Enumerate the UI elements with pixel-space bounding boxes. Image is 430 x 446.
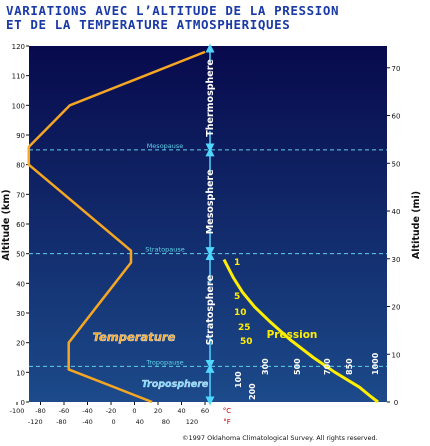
chart-title-line-2: ET DE LA TEMPERATURE ATMOSPHERIQUES [6,17,291,32]
y-tick-label-km: 70 [16,191,25,199]
y-tick-label-mi: 70 [392,65,401,73]
x-tick-label-fahrenheit: 80 [162,418,170,426]
y-tick-label-mi: 40 [392,208,401,216]
x-tick-label-celsius: 20 [154,407,162,415]
pressure-value-label: 850 [345,358,354,375]
x-tick-label-fahrenheit: 0 [112,418,116,426]
y-tick-label-mi: 10 [392,351,401,359]
y-tick-label-mi: 50 [392,160,401,168]
x-tick-label-celsius: -20 [106,407,117,415]
x-axis-unit-celsius: °C [223,407,232,415]
x-tick-label-celsius: -40 [82,407,93,415]
pause-label: Tropopause [145,358,183,366]
pressure-curve [222,258,379,404]
pressure-value-label: 500 [293,358,302,375]
pressure-value-label: 700 [323,358,332,375]
x-tick-label-fahrenheit: -80 [56,418,67,426]
chart-title-line-1: VARIATIONS AVEC L’ALTITUDE DE LA PRESSIO… [6,3,340,18]
x-tick-label-celsius: -100 [10,407,25,415]
x-tick-label-celsius: 40 [177,407,185,415]
x-tick-label-celsius: 60 [201,407,209,415]
x-tick-label-fahrenheit: 120 [186,418,198,426]
x-tick-label-fahrenheit: 40 [136,418,144,426]
pause-label: Stratopause [145,246,184,254]
pressure-label: Pression [267,329,318,341]
y-tick-label-mi: 30 [392,256,401,264]
x-tick-label-celsius: 0 [132,407,136,415]
pressure-value-label: 100 [234,371,243,388]
pressure-value-label: 10 [234,308,247,318]
y-tick-label-mi: 60 [392,113,401,121]
y-tick-label-km: 0 [21,399,25,407]
y-tick-label-mi: 20 [392,304,401,312]
layer-label: Stratosphere [205,275,216,345]
y-tick-label-mi: 0 [394,399,398,407]
x-tick-label-celsius: -60 [59,407,70,415]
pressure-value-label: 50 [240,337,253,347]
x-tick-label-fahrenheit: -40 [82,418,93,426]
temperature-label: Temperature [93,330,176,344]
temperature-curve [27,50,206,404]
y-tick-label-km: 110 [12,73,25,81]
pressure-value-label: 25 [238,323,251,333]
pressure-value-label: 1 [234,258,240,268]
layer-label: Thermosphere [205,59,216,137]
x-tick-label-celsius: -80 [35,407,46,415]
y-axis-label-km: Altitude (km) [1,189,12,260]
pressure-value-label: 300 [261,358,270,375]
y-tick-label-km: 60 [16,221,25,229]
x-axis-unit-fahrenheit: °F [223,418,231,426]
y-axis-label-mi: Altitude (mi) [411,191,422,259]
y-tick-label-km: 40 [16,280,25,288]
layer-label: Mesosphere [205,169,216,234]
y-tick-label-km: 90 [16,132,25,140]
pressure-value-label: 1000 [371,352,380,375]
pressure-value-label: 200 [248,383,257,400]
layer-label: Troposphere [142,379,209,390]
x-tick-label-fahrenheit: -120 [28,418,43,426]
y-tick-label-km: 30 [16,310,25,318]
y-tick-label-km: 80 [16,162,25,170]
pause-label: Mesopause [147,142,184,150]
y-tick-label-km: 20 [16,340,25,348]
y-tick-label-km: 120 [12,43,25,51]
y-tick-label-km: 10 [16,369,25,377]
y-tick-label-km: 100 [12,102,25,110]
plot-background [29,46,387,402]
y-tick-label-km: 50 [16,251,25,259]
copyright-notice: ©1997 Oklahoma Climatological Survey. Al… [182,434,378,442]
pressure-value-label: 5 [234,292,240,302]
